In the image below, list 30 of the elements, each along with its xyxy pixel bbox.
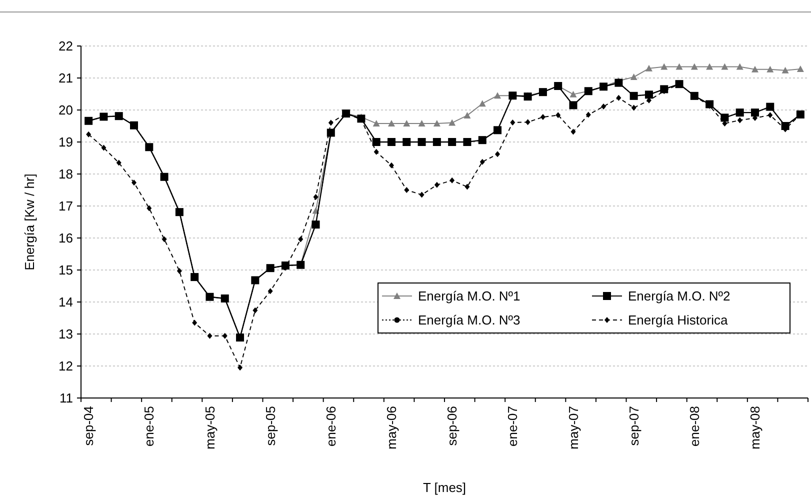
legend-label: Energía M.O. Nº3 (418, 312, 520, 328)
y-tick-label: 20 (58, 102, 73, 118)
x-tick-label: ene-08 (686, 406, 702, 446)
y-axis-title: Energía [Kw / hr] (22, 174, 37, 270)
legend-label: Energía M.O. Nº2 (628, 288, 730, 304)
x-axis-title: T [mes] (422, 480, 466, 495)
y-tick-label: 17 (58, 198, 73, 214)
y-tick-label: 13 (58, 326, 73, 342)
y-tick-label: 19 (58, 134, 73, 150)
y-tick-label: 15 (58, 262, 73, 278)
x-tick-label: sep-05 (262, 406, 278, 446)
legend-label: Energía M.O. Nº1 (418, 288, 520, 304)
y-tick-label: 18 (58, 166, 73, 182)
y-tick-label: 11 (60, 390, 73, 406)
legend-label: Energía Historica (628, 312, 728, 328)
x-tick-label: ene-06 (323, 406, 338, 446)
x-tick-label: sep-06 (444, 406, 460, 446)
x-tick-label: sep-07 (626, 406, 642, 446)
y-tick-label: 21 (58, 70, 73, 86)
x-tick-label: ene-05 (142, 406, 157, 446)
x-tick-label: ene-07 (505, 406, 520, 446)
x-tick-label: sep-04 (81, 406, 96, 446)
y-tick-label: 22 (58, 38, 73, 54)
y-tick-label: 16 (58, 230, 73, 246)
x-tick-label: may-05 (202, 406, 218, 450)
y-tick-label: 14 (58, 294, 73, 310)
y-tick-label: 12 (58, 358, 73, 374)
x-tick-label: may-06 (384, 406, 400, 450)
x-tick-label: may-08 (748, 406, 763, 450)
x-tick-label: may-07 (566, 406, 581, 450)
